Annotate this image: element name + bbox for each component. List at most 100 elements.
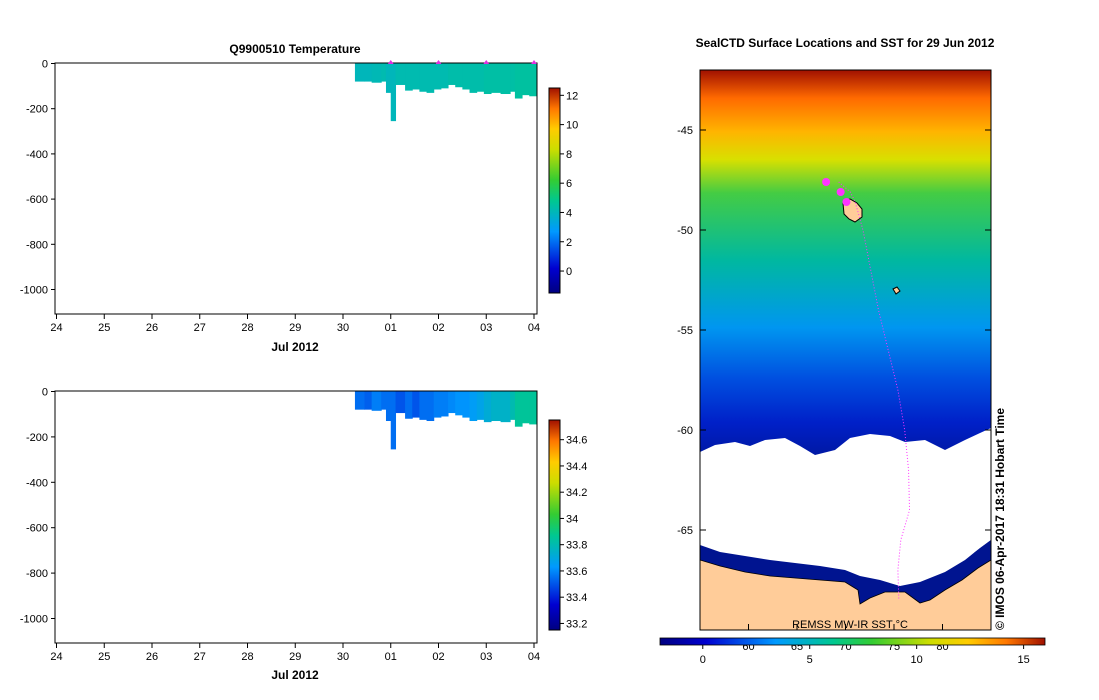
seal-track: [838, 181, 911, 601]
sst-colorbar: [659, 637, 1046, 646]
profile-column: [412, 391, 420, 418]
surface-location-point: [842, 198, 851, 206]
imos-credit: © IMOS 06-Apr-2017 18:31 Hobart Time: [993, 408, 1007, 630]
sst-colorbar-tick-label: 10: [911, 654, 923, 666]
profile-column: [390, 63, 397, 122]
profile-column: [385, 391, 392, 422]
profile-column: [469, 391, 478, 422]
profile-column: [483, 63, 492, 95]
lat-tick-label: -65: [677, 525, 693, 537]
profile-column: [500, 63, 511, 95]
y-tick-label: -600: [26, 194, 48, 206]
y-tick-label: -1000: [20, 614, 48, 626]
colorbar-tick-label: 2: [566, 237, 572, 249]
colorbar-tick-label: 33.6: [566, 566, 587, 578]
x-tick-label: 24: [50, 651, 62, 663]
profile-column: [426, 391, 435, 422]
salinity-colorbar-ticks: 33.2 33.4 33.6 33.8 34 34.2 34.4 34.6: [560, 435, 587, 630]
sst-colorbar-tick-label: 0: [700, 654, 706, 666]
temperature-plot-frame: [54, 62, 538, 315]
x-tick-label: 25: [98, 651, 110, 663]
colorbar-tick-label: 34.6: [566, 435, 587, 447]
profile-column: [364, 63, 373, 82]
profile-column: [371, 391, 382, 411]
profile-column: [476, 63, 485, 92]
x-tick-label: 26: [146, 651, 158, 663]
colorbar-tick-label: 33.4: [566, 592, 587, 604]
map-title: SealCTD Surface Locations and SST for 29…: [696, 36, 995, 50]
profile-column: [381, 391, 387, 410]
profile-column: [405, 63, 413, 91]
colorbar-tick-label: 34.2: [566, 487, 587, 499]
x-tick-label: 29: [289, 651, 301, 663]
x-tick-label: 04: [528, 322, 540, 334]
x-tick-label: 01: [385, 322, 397, 334]
profile-column: [522, 63, 530, 96]
profile-column: [514, 391, 523, 427]
x-tick-label: 02: [432, 651, 444, 663]
data-source-label: REMSS MW-IR SST °C: [792, 619, 908, 631]
x-tick-label: 28: [241, 651, 253, 663]
profile-column: [385, 63, 392, 93]
colorbar-tick-label: 0: [566, 266, 572, 278]
salinity-plot-frame: [54, 390, 538, 644]
temperature-title: Q9900510 Temperature: [229, 42, 361, 56]
colorbar-tick-label: 6: [566, 178, 572, 190]
profile-column: [522, 391, 530, 424]
y-tick-label: -400: [26, 477, 48, 489]
colorbar-tick-label: 34.4: [566, 461, 587, 473]
profile-column: [529, 391, 537, 425]
profile-markers: [387, 60, 537, 64]
profile-column: [381, 63, 387, 82]
profile-column: [483, 391, 492, 423]
x-tick-label: 29: [289, 322, 301, 334]
lat-tick-label: -50: [677, 225, 693, 237]
seal-surface-locations: [822, 178, 851, 206]
x-tick-label: 28: [241, 322, 253, 334]
salinity-axes: 24 25 26 27 28 29 30 01 02 03 04 0 -200 -400 -600 -800 -…: [20, 387, 540, 664]
y-tick-label: -200: [26, 104, 48, 116]
profile-column: [433, 63, 442, 90]
profile-column: [448, 63, 456, 85]
profile-column: [364, 391, 373, 410]
profile-column: [395, 63, 406, 85]
colorbar-tick-label: 10: [566, 120, 578, 132]
profile-column: [500, 391, 511, 423]
profile-column: [529, 63, 537, 97]
x-tick-label: 03: [480, 322, 492, 334]
profile-column: [354, 391, 365, 410]
profile-column: [491, 63, 502, 93]
sst-colorbar-ticks: 0 5 10 15: [700, 645, 1030, 666]
profile-column: [426, 63, 435, 93]
x-tick-label: 24: [50, 322, 62, 334]
sst-colorbar-tick-label: 5: [807, 654, 813, 666]
sea-ice-area: [700, 428, 991, 590]
y-tick-label: -1000: [20, 285, 48, 297]
profile-column: [510, 391, 516, 420]
salinity-x-label: Jul 2012: [271, 668, 319, 682]
profile-column: [412, 63, 420, 90]
profile-column: [510, 63, 516, 92]
y-tick-label: 0: [42, 59, 48, 71]
profile-column: [419, 63, 428, 92]
y-tick-label: -600: [26, 523, 48, 535]
colorbar-tick-label: 33.8: [566, 540, 587, 552]
colorbar-tick-label: 8: [566, 149, 572, 161]
profile-column: [433, 391, 442, 418]
temperature-profiles: [354, 63, 537, 122]
y-tick-label: -800: [26, 568, 48, 580]
profile-column: [469, 63, 478, 93]
profile-column: [419, 391, 428, 420]
heard-island: [892, 286, 901, 295]
profile-column: [440, 63, 449, 89]
temperature-x-label: Jul 2012: [271, 340, 319, 354]
profile-marker: [483, 60, 490, 64]
colorbar-tick-label: 4: [566, 207, 572, 219]
x-tick-label: 30: [337, 651, 349, 663]
profile-marker: [435, 60, 442, 64]
profile-column: [514, 63, 523, 99]
profile-column: [455, 391, 463, 416]
profile-column: [476, 391, 485, 420]
surface-location-point: [836, 188, 845, 196]
profile-column: [440, 391, 449, 417]
